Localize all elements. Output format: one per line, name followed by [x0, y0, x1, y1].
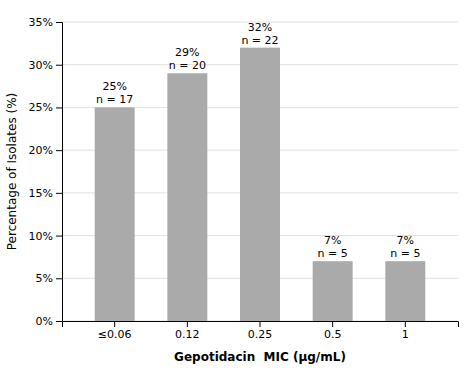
count-label: n = 5	[390, 247, 420, 260]
grid	[62, 22, 458, 321]
x-tick: 1	[402, 321, 409, 341]
y-tick-label: 0%	[36, 315, 53, 328]
y-tick-label: 10%	[29, 230, 53, 243]
y-tick: 0%	[36, 315, 62, 328]
x-tick-label: ≤0.06	[98, 328, 132, 341]
y-tick-mark	[56, 193, 62, 194]
y-tick-mark	[56, 150, 62, 151]
y-tick-mark	[56, 65, 62, 66]
y-axis: 0% 5% 10% 15% 20% 25% 30% 35%	[29, 16, 63, 328]
y-tick-label: 20%	[29, 144, 53, 157]
x-tick-mark	[260, 321, 261, 327]
x-tick-label: 0.5	[324, 328, 342, 341]
count-label: n = 20	[169, 59, 206, 72]
count-label: n = 5	[318, 247, 348, 260]
x-tick-mark	[332, 321, 333, 327]
y-tick-label: 5%	[36, 272, 53, 285]
x-tick-label: 1	[402, 328, 409, 341]
x-tick-mark	[114, 321, 115, 327]
y-tick-mark	[56, 236, 62, 237]
y-tick: 25%	[29, 101, 62, 114]
value-label: 7%	[324, 234, 341, 247]
x-tick-label: 0.12	[175, 328, 200, 341]
data-labels: n = 1725%n = 2029%n = 2232%n = 57%n = 57…	[96, 21, 420, 261]
bar	[385, 261, 425, 321]
y-tick-mark	[56, 278, 62, 279]
x-tick-mark	[187, 321, 188, 327]
x-tick: 0.5	[324, 321, 342, 341]
y-tick-label: 35%	[29, 16, 53, 29]
y-tick: 15%	[29, 187, 62, 200]
x-tick: 0.25	[248, 321, 273, 341]
y-axis-line	[56, 23, 63, 322]
y-tick-label: 15%	[29, 187, 53, 200]
bar	[95, 107, 135, 321]
bar	[240, 48, 280, 321]
y-axis-title: Percentage of Isolates (%)	[5, 93, 19, 250]
x-axis: ≤0.06 0.12 0.25 0.5 1	[63, 321, 459, 341]
y-tick: 20%	[29, 144, 62, 157]
y-tick-label: 25%	[29, 101, 53, 114]
x-tick-label: 0.25	[248, 328, 273, 341]
value-label: 32%	[248, 21, 272, 34]
chart: 0% 5% 10% 15% 20% 25% 30% 35% ≤0.06 0.12 0.25 0.5 1 n…	[0, 0, 474, 371]
y-tick: 35%	[29, 16, 62, 29]
bars	[95, 48, 426, 321]
y-tick: 10%	[29, 230, 62, 243]
y-tick-mark	[56, 22, 62, 23]
y-tick-mark	[56, 321, 62, 322]
y-tick-mark	[56, 107, 62, 108]
x-axis-title: Gepotidacin MIC (μg/mL)	[174, 350, 346, 364]
x-tick-mark	[405, 321, 406, 327]
value-label: 25%	[102, 80, 126, 93]
count-label: n = 22	[241, 34, 278, 47]
x-axis-line	[63, 322, 459, 328]
value-label: 7%	[397, 234, 414, 247]
y-tick: 30%	[29, 59, 62, 72]
count-label: n = 17	[96, 93, 133, 106]
y-tick: 5%	[36, 272, 62, 285]
x-tick: ≤0.06	[98, 321, 132, 341]
x-tick: 0.12	[175, 321, 200, 341]
bar	[167, 73, 207, 321]
plot: 0% 5% 10% 15% 20% 25% 30% 35% ≤0.06 0.12 0.25 0.5 1 n…	[29, 16, 459, 341]
y-tick-label: 30%	[29, 59, 53, 72]
bar	[313, 261, 353, 321]
value-label: 29%	[175, 46, 199, 59]
